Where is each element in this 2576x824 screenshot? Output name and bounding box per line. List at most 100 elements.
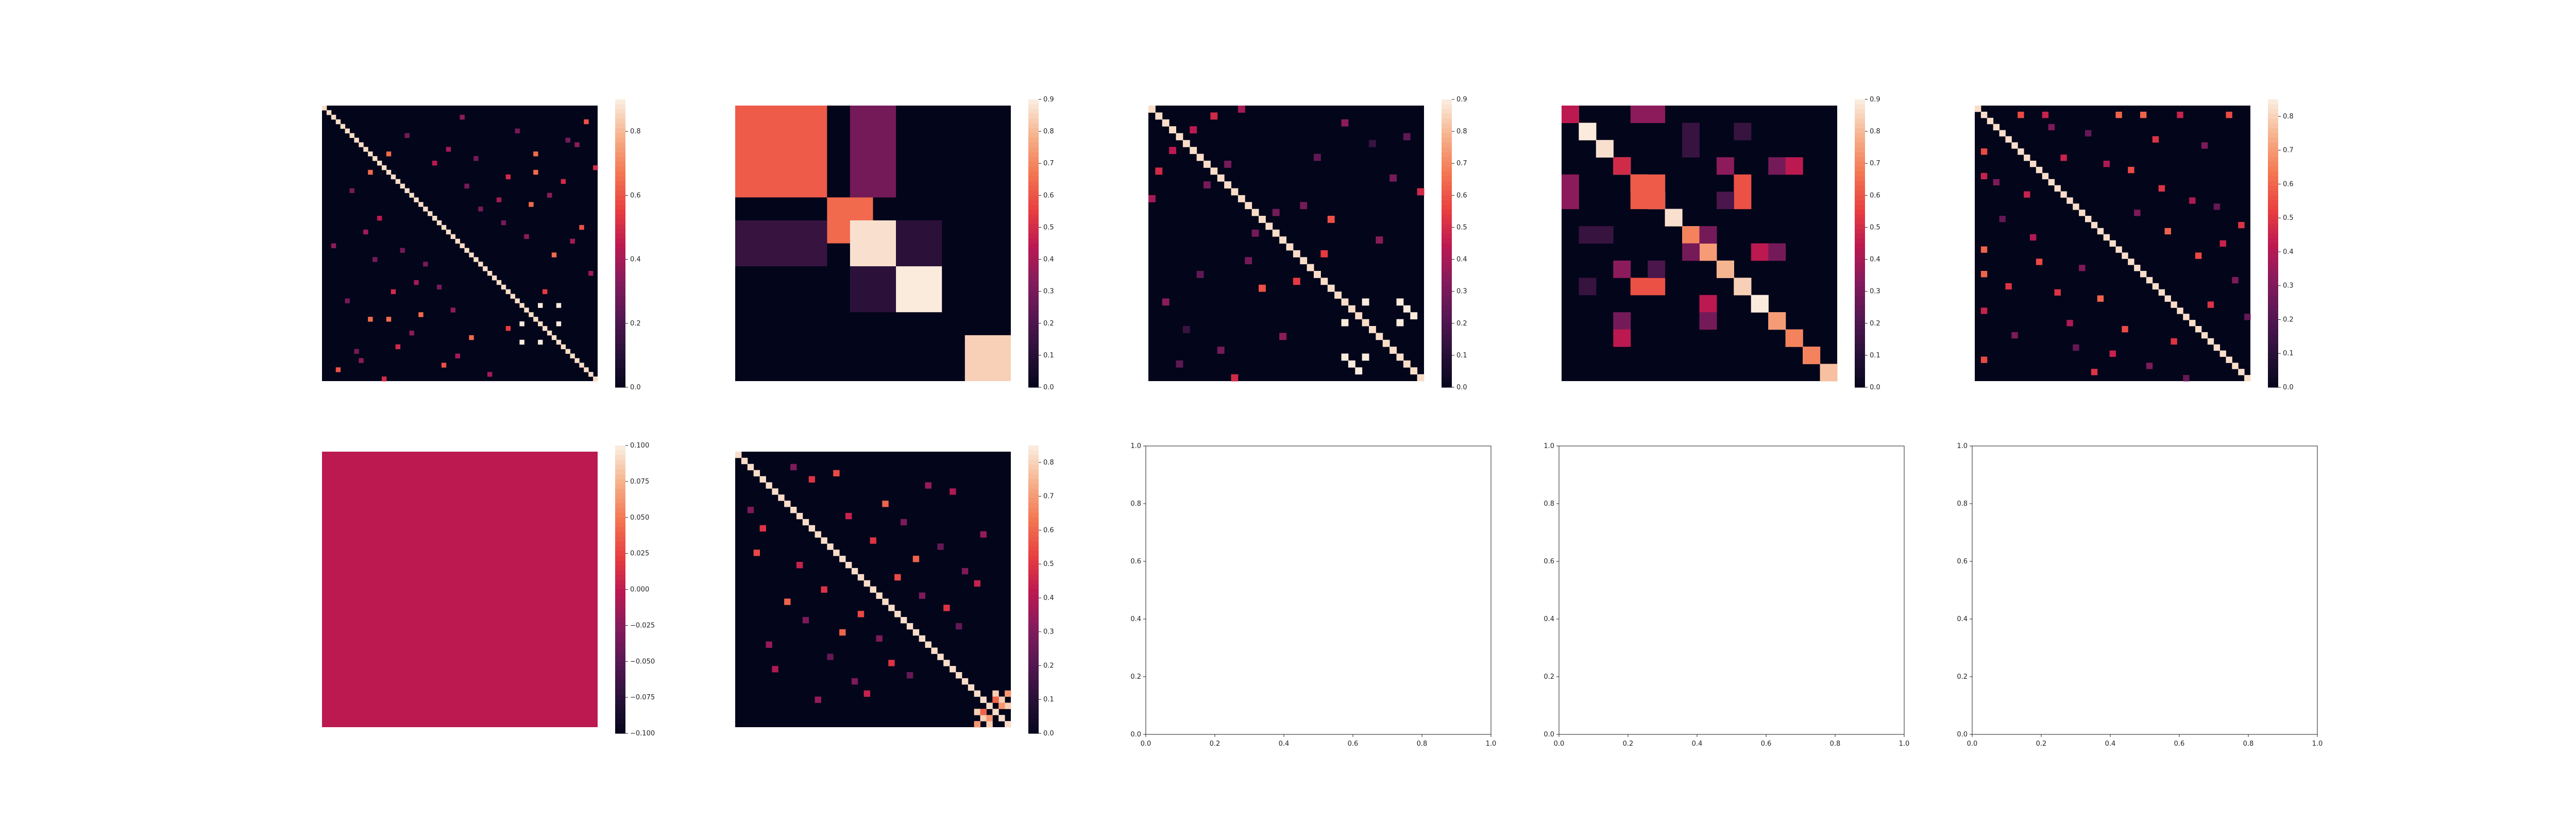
- heatmap-diagonal-cell: [441, 225, 447, 230]
- colorbar-segment: [1028, 613, 1039, 619]
- heatmap-cell: [925, 482, 931, 489]
- colorbar-segment: [615, 262, 625, 268]
- colorbar-segment: [1028, 541, 1039, 547]
- colorbar-segment: [1855, 176, 1865, 181]
- colorbar-segment: [1028, 531, 1039, 537]
- heatmap-cell: [1751, 295, 1769, 313]
- colorbar-segment: [615, 714, 625, 719]
- colorbar-segment: [615, 344, 625, 350]
- heatmap-cell: [584, 119, 589, 125]
- colorbar-segment: [615, 719, 625, 724]
- colorbar-segment: [1028, 537, 1039, 542]
- colorbar-segment: [1855, 171, 1865, 177]
- heatmap-diagonal-cell: [950, 666, 956, 673]
- colorbar-segment: [1028, 604, 1039, 609]
- heatmap-cell: [1272, 209, 1280, 216]
- colorbar-segment: [615, 181, 625, 186]
- heatmap-cell: [1579, 123, 1597, 141]
- heatmap-cell: [1999, 216, 2006, 222]
- heatmap-diagonal-cell: [538, 321, 543, 327]
- colorbar-segment: [2268, 191, 2278, 196]
- heatmap-cell: [331, 243, 336, 248]
- colorbar-segment: [615, 724, 625, 729]
- colorbar-segment: [1442, 113, 1452, 119]
- colorbar-segment: [1442, 210, 1452, 215]
- heatmap-diagonal-cell: [992, 709, 999, 715]
- heatmap-cell: [1396, 298, 1404, 306]
- colorbar-tick-label: 0.9: [1870, 96, 1880, 104]
- heatmap-cell: [772, 666, 778, 673]
- colorbar-segment: [2268, 214, 2278, 220]
- heatmap-diagonal-cell: [802, 519, 809, 526]
- colorbar-segment: [1028, 305, 1039, 311]
- heatmap-diagonal-cell: [1334, 291, 1342, 299]
- heatmap-cell: [1716, 157, 1734, 175]
- heatmap-cell: [815, 696, 821, 703]
- colorbar-segment: [615, 204, 625, 210]
- heatmap-cell: [1155, 167, 1163, 175]
- colorbar-segment: [1855, 262, 1865, 268]
- colorbar-segment: [1855, 133, 1865, 139]
- colorbar-tick-label: 0.0: [2283, 384, 2294, 391]
- colorbar-segment: [615, 128, 625, 133]
- colorbar-segment: [1028, 320, 1039, 325]
- heatmap-cell: [1630, 192, 1648, 210]
- colorbar-segment: [615, 171, 625, 177]
- heatmap-cell: [992, 696, 999, 703]
- colorbar-tick-label: 0.0: [1456, 384, 1467, 391]
- colorbar-segment: [2268, 142, 2278, 148]
- colorbar-segment: [615, 628, 625, 633]
- colorbar-segment: [1855, 305, 1865, 311]
- colorbar-segment: [615, 301, 625, 306]
- heatmap-diagonal-cell: [593, 376, 598, 382]
- heatmap-diagonal-cell: [2226, 356, 2232, 363]
- heatmap-cell: [2152, 136, 2159, 143]
- colorbar-segment: [1028, 585, 1039, 590]
- colorbar-segment: [1855, 368, 1865, 373]
- colorbar-segment: [2268, 128, 2278, 133]
- colorbar-segment: [615, 113, 625, 119]
- heatmap-diagonal-cell: [368, 151, 373, 157]
- colorbar-segment: [615, 527, 625, 533]
- heatmap-diagonal-cell: [961, 678, 969, 685]
- colorbar-segment: [1855, 310, 1865, 316]
- colorbar-segment: [1855, 210, 1865, 215]
- colorbar-segment: [2268, 210, 2278, 215]
- colorbar-segment: [1855, 162, 1865, 167]
- colorbar-segment: [1028, 185, 1039, 191]
- heatmap-cell: [1751, 243, 1769, 261]
- colorbar-segment: [615, 118, 625, 124]
- colorbar-tick-label: 0.5: [1043, 560, 1054, 568]
- colorbar-segment: [1855, 358, 1865, 364]
- colorbar-tick-label: 0.5: [1456, 224, 1467, 231]
- colorbar-segment: [615, 152, 625, 158]
- heatmap-diagonal-cell: [839, 556, 846, 562]
- colorbar-segment: [1855, 253, 1865, 259]
- heatmap-cell: [436, 284, 442, 290]
- colorbar-segment: [615, 99, 625, 105]
- heatmap-diagonal-cell: [2122, 252, 2128, 259]
- heatmap-diagonal-cell: [906, 623, 913, 630]
- heatmap-cell: [2115, 111, 2122, 118]
- colorbar-segment: [615, 512, 625, 518]
- heatmap-cell: [1980, 148, 1988, 155]
- heatmap-cell: [2195, 252, 2202, 259]
- colorbar-segment: [1855, 104, 1865, 110]
- axes-frame: [1972, 445, 2318, 735]
- colorbar-tick-label: 0.4: [1043, 594, 1054, 602]
- heatmap-cell: [1734, 278, 1752, 296]
- heatmap-cell: [1682, 140, 1700, 158]
- heatmap-cell: [2042, 111, 2049, 118]
- colorbar-segment: [1442, 229, 1452, 234]
- y-tick-label: 0.6: [1957, 558, 1968, 565]
- colorbar-segment: [1028, 503, 1039, 508]
- heatmap-diagonal-cell: [1320, 278, 1328, 285]
- colorbar-segment: [1855, 315, 1865, 321]
- heatmap-diagonal-cell: [931, 647, 938, 654]
- colorbar-segment: [615, 465, 625, 470]
- colorbar-segment: [2268, 229, 2278, 234]
- colorbar-segment: [1028, 200, 1039, 205]
- heatmap-cell: [478, 207, 483, 212]
- colorbar-segment: [1028, 565, 1039, 571]
- colorbar-segment: [615, 661, 625, 667]
